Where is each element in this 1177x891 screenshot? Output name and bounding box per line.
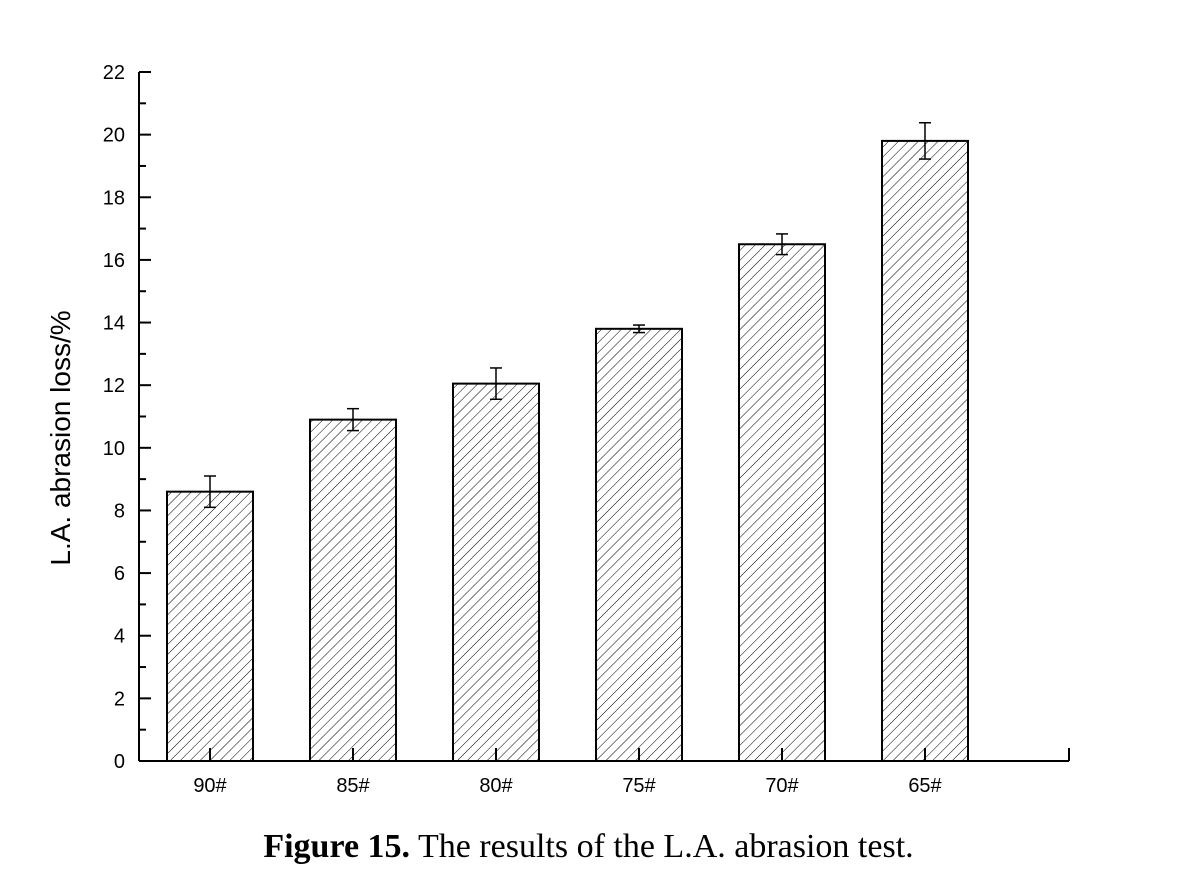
y-tick-label: 12 xyxy=(103,375,125,397)
x-tick-label: 90# xyxy=(193,775,227,797)
x-tick-label: 85# xyxy=(336,775,370,797)
figure-caption-text: The results of the L.A. abrasion test. xyxy=(417,828,914,865)
y-tick-label: 2 xyxy=(114,688,125,710)
bar xyxy=(309,418,397,762)
error-bars xyxy=(204,121,931,509)
y-tick-label: 18 xyxy=(103,187,125,209)
bar xyxy=(595,327,683,762)
bars xyxy=(166,139,969,762)
x-tick-label: 80# xyxy=(479,775,513,797)
y-tick-label: 6 xyxy=(114,563,125,585)
y-tick-label: 4 xyxy=(114,626,125,648)
x-tick-label: 65# xyxy=(908,775,942,797)
y-tick-label: 10 xyxy=(103,438,125,460)
y-tick-label: 14 xyxy=(103,313,125,335)
bar xyxy=(452,382,540,762)
x-tick-label: 70# xyxy=(765,775,799,797)
y-axis: 0 2 4 6 8 10 12 14 16 18 20 22 xyxy=(103,62,151,773)
y-tick-label: 20 xyxy=(103,125,125,147)
x-tick-label: 75# xyxy=(622,775,656,797)
y-axis-title: L.A. abrasion loss/% xyxy=(45,310,76,565)
figure-caption: Figure 15. The results of the L.A. abras… xyxy=(0,828,1177,866)
y-tick-label: 0 xyxy=(114,751,125,773)
figure-number: Figure 15. xyxy=(263,828,411,865)
bar xyxy=(738,243,826,762)
bar xyxy=(881,139,969,762)
y-tick-label: 16 xyxy=(103,250,125,272)
y-tick-label: 22 xyxy=(103,62,125,84)
y-tick-label: 8 xyxy=(114,500,125,522)
bar xyxy=(166,490,254,762)
